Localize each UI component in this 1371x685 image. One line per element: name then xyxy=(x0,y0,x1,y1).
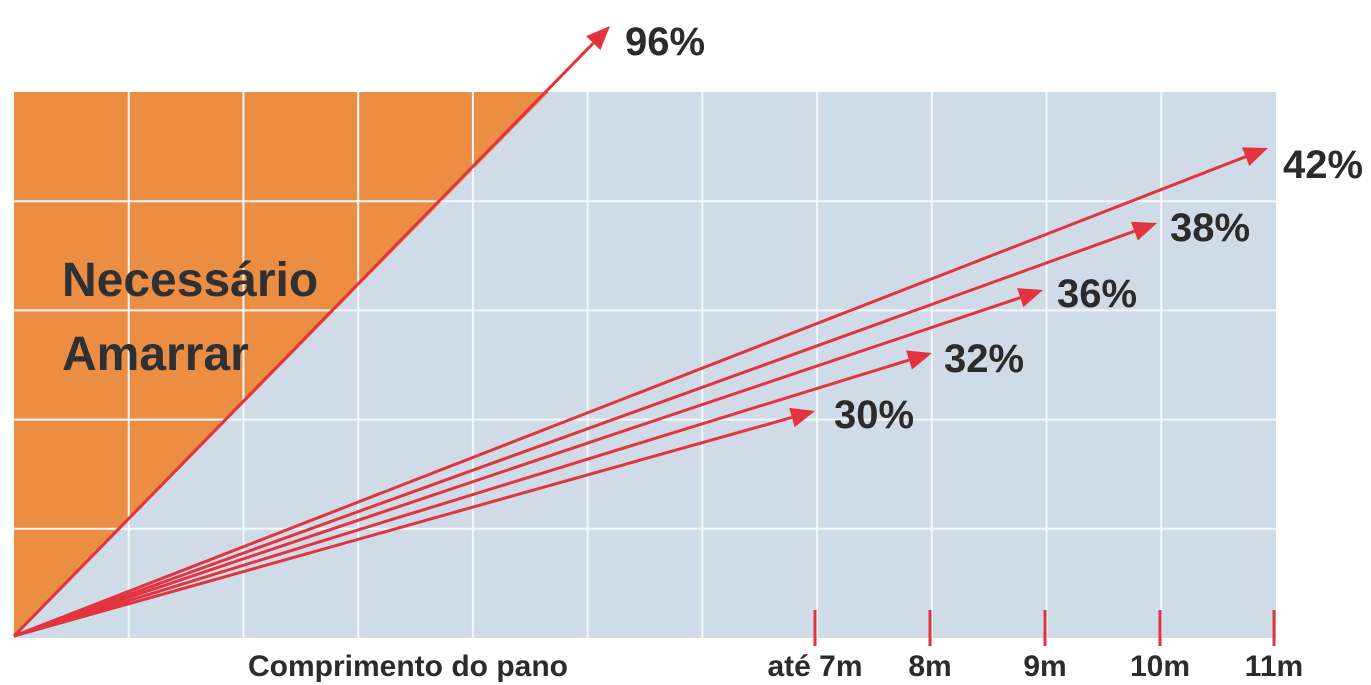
x-axis-title: Comprimento do pano xyxy=(248,650,568,683)
x-tick-labels: até 7m 8m 9m 10m 11m xyxy=(767,650,1303,683)
slope-arrow-head xyxy=(789,407,815,428)
x-tick-label: 8m xyxy=(908,650,951,683)
slope-arrow-head xyxy=(906,350,932,370)
bottom-fade xyxy=(0,638,1371,685)
slope-percent-label: 32% xyxy=(944,337,1024,381)
x-tick-label: 9m xyxy=(1023,650,1066,683)
x-tick-label: 11m xyxy=(1245,650,1303,683)
slope-arrow-head xyxy=(1131,221,1157,241)
slope-arrow-line xyxy=(13,296,1021,638)
slope-percent-label: 36% xyxy=(1057,272,1137,316)
danger-zone xyxy=(14,92,549,638)
slope-arrow-line xyxy=(12,42,595,638)
zone-label-line2: Amarrar xyxy=(62,328,249,381)
slope-percent-label: 38% xyxy=(1170,206,1250,250)
slope-percent-label: 96% xyxy=(625,20,705,64)
slope-arrow-head xyxy=(586,26,610,51)
zone-label-line1: Necessário xyxy=(62,254,318,307)
slope-arrows xyxy=(12,26,1268,638)
x-tick-label: 10m xyxy=(1130,650,1190,683)
slope-arrow-head xyxy=(1242,147,1268,167)
slope-labels: 96% 42% 38% 36% 32% 30% xyxy=(625,20,1363,437)
slope-arrow-head xyxy=(1017,288,1043,308)
slope-percent-label: 30% xyxy=(834,393,914,437)
x-tick-marks xyxy=(813,610,1276,646)
slope-arrow-line xyxy=(13,229,1135,638)
slope-arrow-line xyxy=(13,416,793,638)
slope-arrow-line xyxy=(13,358,910,638)
slope-percent-label: 42% xyxy=(1283,143,1363,187)
slope-arrow-line xyxy=(13,155,1247,638)
x-tick-label: até 7m xyxy=(767,650,862,683)
